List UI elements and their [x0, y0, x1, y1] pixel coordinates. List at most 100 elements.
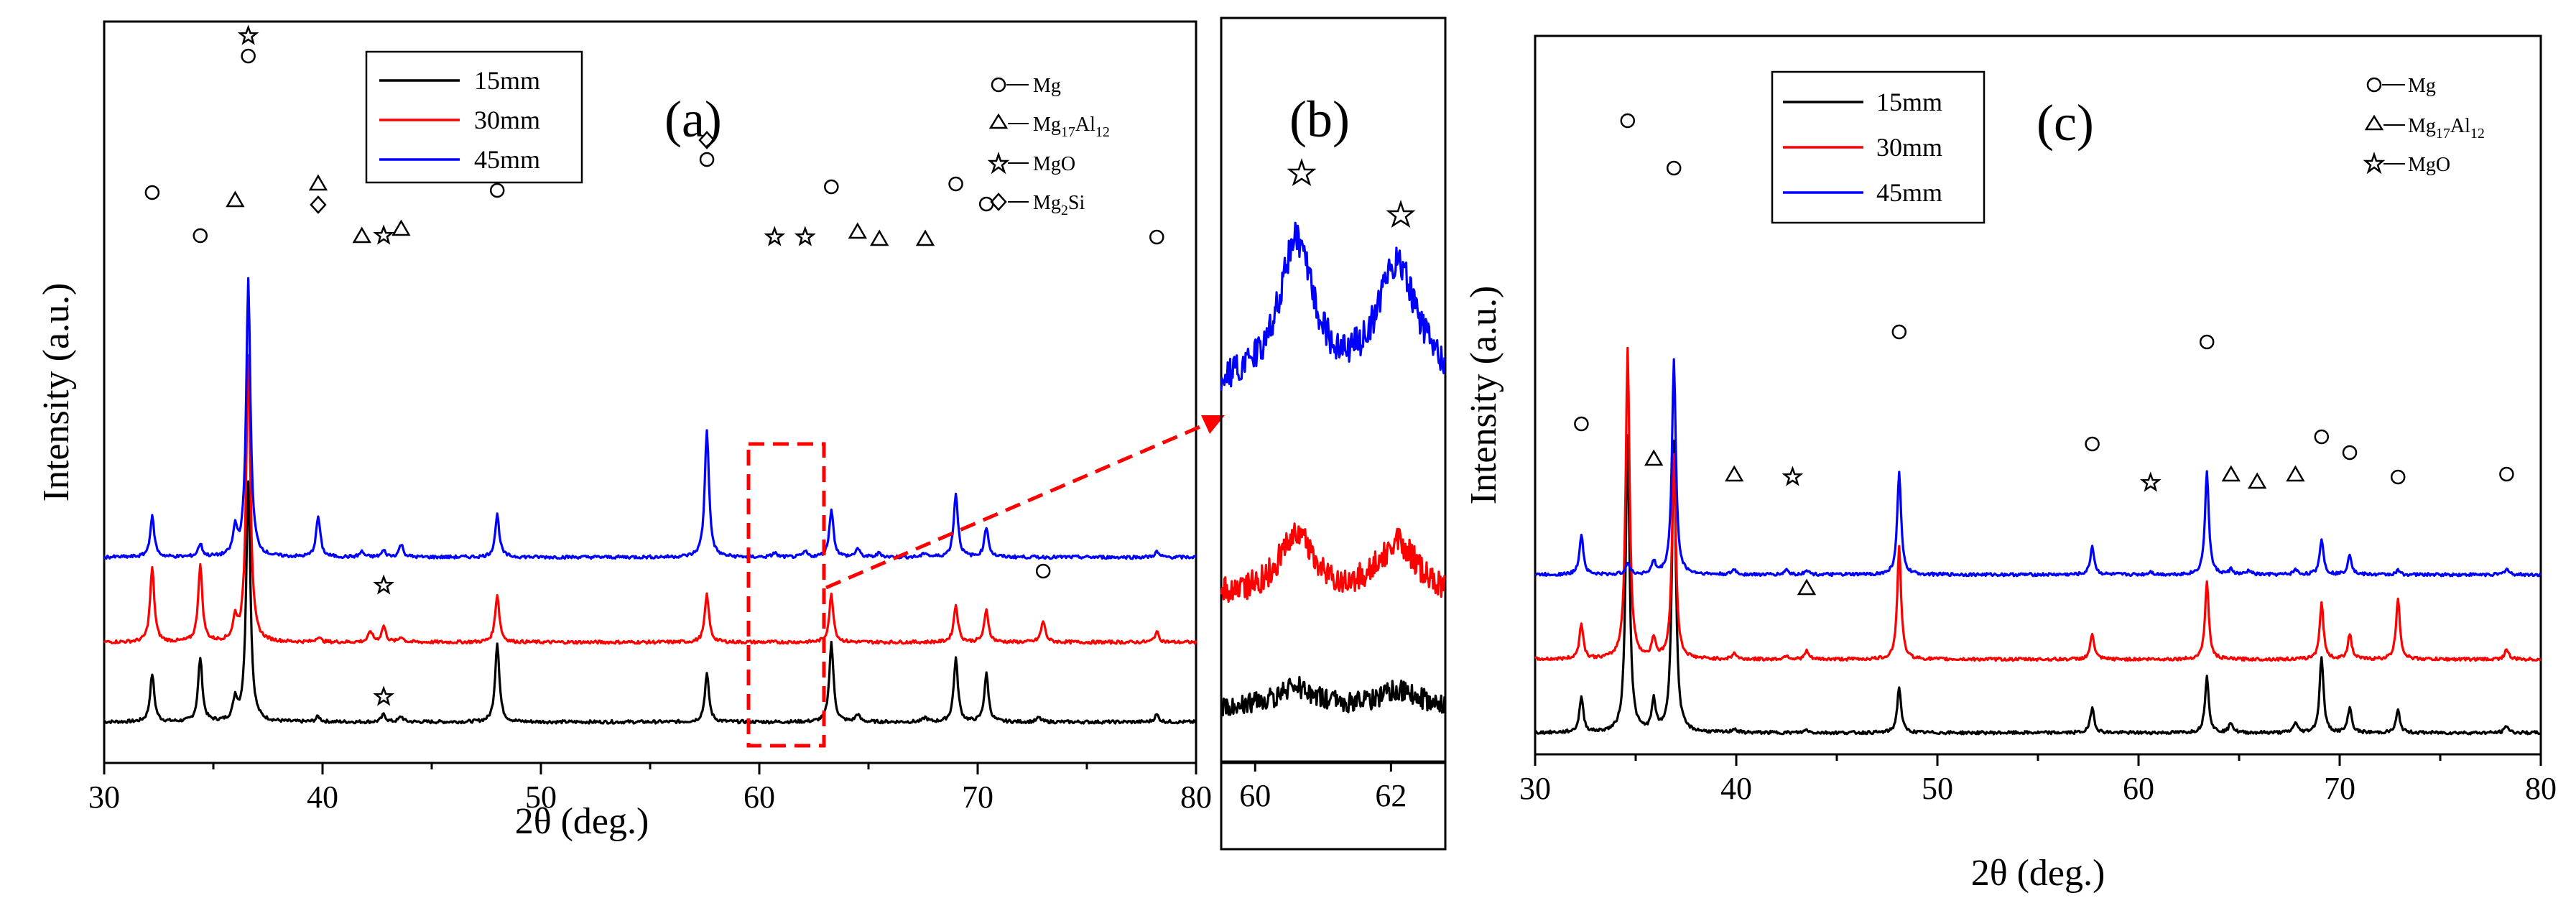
series-15mm	[103, 480, 1197, 725]
mgo-marker-icon	[1782, 466, 1804, 486]
x-tick-label: 80	[1180, 779, 1212, 815]
panel-a-series	[103, 277, 1197, 725]
mg17al12-marker-icon	[1644, 449, 1664, 466]
phase-mgo-label: MgO	[1033, 153, 1075, 175]
x-tick-label: 70	[2324, 771, 2355, 806]
mg-marker-icon	[2390, 469, 2406, 485]
mg-marker-icon	[1574, 416, 1589, 432]
series-45mm	[1220, 221, 1446, 392]
phase-mg17al12-label: Mg17Al12	[2408, 115, 2485, 142]
mg-marker-icon	[2199, 334, 2215, 350]
mg-marker-icon	[948, 176, 963, 192]
mg-marker-icon	[144, 185, 160, 200]
panel-c-label: (c)	[2037, 94, 2094, 152]
panel-a-label: (a)	[664, 91, 722, 148]
x-tick-label: 40	[1720, 771, 1752, 806]
x-tick-label: 80	[2525, 771, 2557, 806]
mg2si-marker-icon	[310, 195, 327, 214]
mg-marker-icon	[1149, 229, 1164, 245]
panel-a: 30 40 50 60 70 80 15mm 30mm 45mm (a) Mg Mg17A…	[36, 20, 1225, 842]
x-tick-label: 30	[1519, 771, 1551, 806]
mgo-marker-icon	[237, 24, 259, 45]
x-tick-label: 50	[1922, 771, 1953, 806]
legend-label-45mm: 45mm	[1876, 178, 1942, 207]
panel-c-series	[1534, 346, 2542, 736]
panel-a-phase-legend: Mg Mg17Al12 MgO Mg2Si	[987, 75, 1110, 218]
panel-a-x-ticks: 30 40 50 60 70 80	[88, 763, 1212, 815]
mg17al12-marker-icon	[2286, 465, 2305, 482]
panel-b-star-marker	[1386, 200, 1416, 228]
panel-b-tick-box	[1220, 762, 1447, 851]
zoom-arrow-line	[825, 422, 1208, 590]
series-15mm	[1220, 675, 1446, 717]
mgo-marker-icon	[373, 574, 394, 595]
mg-marker-icon	[2085, 436, 2100, 452]
zoom-arrow-head	[1201, 415, 1225, 434]
panel-c-legend-box	[1771, 70, 1986, 224]
phase-mg2si-label: Mg2Si	[1033, 192, 1085, 218]
legend-label-15mm: 15mm	[1876, 88, 1942, 116]
mg17al12-marker-icon	[848, 222, 867, 239]
mg17al12-marker-icon	[2248, 472, 2267, 489]
x-tick-label: 60	[743, 779, 775, 815]
x-tick-label: 50	[525, 779, 557, 815]
mg-marker-icon	[1035, 563, 1051, 579]
mgo-marker-icon	[373, 224, 394, 245]
zoom-region-box	[746, 442, 826, 748]
panel-c-legend: 15mm 30mm 45mm	[1771, 70, 1986, 224]
mg-marker-icon	[1620, 113, 1636, 129]
panel-c-y-title: Intensity (a.u.)	[1463, 286, 1504, 505]
panel-a-peak-markers	[144, 24, 1164, 706]
phase-mgo-label: MgO	[2408, 154, 2450, 176]
series-30mm	[103, 353, 1197, 645]
panel-a-frame	[103, 20, 1197, 764]
legend-label-30mm: 30mm	[474, 106, 540, 134]
panel-c-peak-markers	[1574, 113, 2514, 596]
x-tick-label: 40	[307, 779, 338, 815]
legend-triangle-icon	[2364, 114, 2384, 131]
mg17al12-marker-icon	[915, 229, 935, 246]
panel-c-x-title: 2θ (deg.)	[1971, 853, 2105, 894]
mg17al12-marker-icon	[2221, 465, 2241, 482]
x-tick-label: 30	[88, 779, 120, 815]
mg-marker-icon	[489, 182, 505, 198]
mgo-marker-icon	[794, 226, 816, 246]
panel-a-x-title: 2θ (deg.)	[515, 801, 649, 842]
mg17al12-marker-icon	[392, 219, 411, 236]
mg17al12-marker-icon	[308, 174, 328, 191]
mg2si-marker-icon	[698, 131, 715, 149]
panel-a-legend-box	[365, 50, 583, 184]
legend-circle-icon	[991, 77, 1006, 93]
legend-label-15mm: 15mm	[474, 66, 540, 95]
series-30mm	[1220, 522, 1446, 603]
mg-marker-icon	[1891, 324, 1907, 340]
mgo-marker-icon	[2139, 471, 2162, 492]
mg-marker-icon	[824, 179, 839, 195]
mg-marker-icon	[978, 196, 994, 212]
mg-marker-icon	[1666, 160, 1682, 176]
legend-circle-icon	[2366, 77, 2382, 93]
mg-marker-icon	[193, 228, 208, 244]
legend-star-icon	[987, 152, 1010, 175]
mgo-marker-icon	[764, 226, 786, 246]
mg-marker-icon	[699, 152, 715, 167]
phase-mg-label: Mg	[2408, 75, 2436, 97]
mg17al12-marker-icon	[352, 226, 371, 244]
legend-triangle-icon	[988, 113, 1009, 129]
x-tick-label: 70	[962, 779, 993, 815]
panel-a-legend: 15mm 30mm 45mm	[365, 50, 583, 184]
x-tick-label: 60	[2123, 771, 2154, 806]
panel-b: 60 62 (b)	[1220, 17, 1447, 851]
mg17al12-marker-icon	[226, 190, 245, 208]
legend-label-45mm: 45mm	[474, 145, 540, 174]
legend-diamond-icon	[990, 193, 1007, 211]
panel-c: 30 40 50 60 70 80 15mm 30mm 45mm (c) Mg Mg17A…	[1463, 34, 2557, 894]
mg-marker-icon	[2342, 445, 2358, 460]
panel-b-series	[1220, 221, 1446, 717]
series-30mm	[1534, 346, 2542, 662]
panel-c-phase-legend: Mg Mg17Al12 MgO	[2363, 75, 2485, 176]
panel-b-label: (b)	[1289, 91, 1350, 148]
phase-mg-label: Mg	[1033, 75, 1061, 97]
panel-a-y-title: Intensity (a.u.)	[36, 283, 77, 502]
